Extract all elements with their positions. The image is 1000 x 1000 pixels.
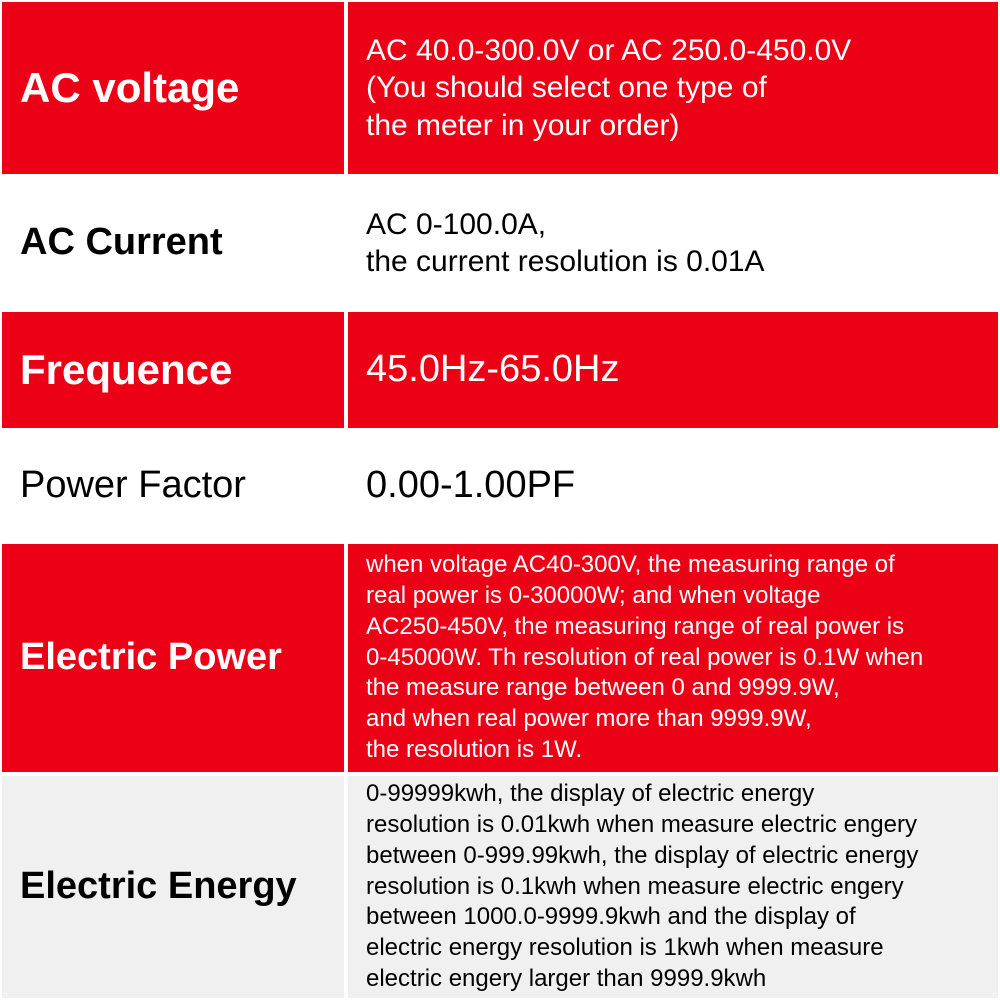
- row-electric-power-value: when voltage AC40-300V, the measuring ra…: [346, 542, 1000, 774]
- row-ac-voltage-value: AC 40.0-300.0V or AC 250.0-450.0V(You sh…: [346, 0, 1000, 176]
- row-electric-power-label: Electric Power: [0, 542, 346, 774]
- row-frequence-label: Frequence: [0, 310, 346, 430]
- spec-table: AC voltage AC 40.0-300.0V or AC 250.0-45…: [0, 0, 1000, 1000]
- row-power-factor-label: Power Factor: [0, 430, 346, 542]
- row-electric-energy-label: Electric Energy: [0, 774, 346, 1000]
- row-power-factor-value: 0.00-1.00PF: [346, 430, 1000, 542]
- row-ac-current-value: AC 0-100.0A,the current resolution is 0.…: [346, 176, 1000, 310]
- row-electric-energy-value: 0-99999kwh, the display of electric ener…: [346, 774, 1000, 1000]
- row-frequence-value: 45.0Hz-65.0Hz: [346, 310, 1000, 430]
- row-ac-voltage-label: AC voltage: [0, 0, 346, 176]
- row-ac-current-label: AC Current: [0, 176, 346, 310]
